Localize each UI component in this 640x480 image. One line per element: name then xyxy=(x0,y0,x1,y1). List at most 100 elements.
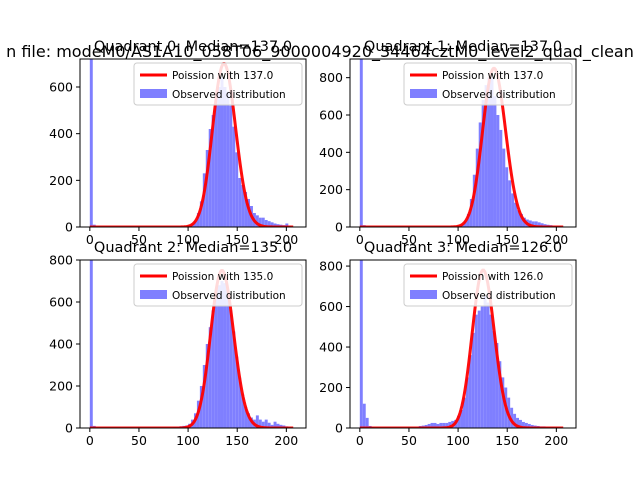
hist-bar xyxy=(508,180,512,227)
hist-bar xyxy=(519,213,523,227)
hist-bar xyxy=(362,403,366,428)
hist-bar xyxy=(267,221,271,227)
hist-bar xyxy=(474,314,478,428)
legend-curve-label: Poission with 137.0 xyxy=(172,70,273,82)
legend-box xyxy=(403,62,573,106)
y-tick-label: 200 xyxy=(319,182,343,197)
hist-bar xyxy=(270,222,274,227)
hist-bar xyxy=(439,422,443,428)
hist-bar xyxy=(486,302,490,428)
y-tick-label: 0 xyxy=(335,220,343,235)
y-tick-label: 400 xyxy=(319,145,343,160)
x-tick-label: 0 xyxy=(356,232,364,247)
legend-box xyxy=(133,263,303,307)
hist-bar xyxy=(534,221,538,227)
x-tick-label: 100 xyxy=(176,433,200,448)
legend-curve-label: Poission with 126.0 xyxy=(442,271,543,283)
hist-bar xyxy=(220,77,224,227)
hist-bar xyxy=(502,148,506,227)
hist-bar xyxy=(211,310,215,428)
y-tick-label: 0 xyxy=(65,421,73,436)
figure-title: n file: modeM0/AS1A10_058T06_9000004920_… xyxy=(6,42,634,61)
hist-bar xyxy=(469,199,473,227)
hist-bar xyxy=(463,397,466,428)
hist-bar xyxy=(202,365,206,428)
hist-bar xyxy=(445,422,449,428)
hist-bar xyxy=(436,423,440,428)
hist-bar xyxy=(255,415,259,428)
legend-hist-label: Observed distribution xyxy=(172,89,286,101)
legend-hist-swatch xyxy=(410,89,437,98)
legend-box xyxy=(133,62,303,106)
hist-bar xyxy=(247,413,250,428)
y-tick-label: 600 xyxy=(49,80,73,95)
hist-bar xyxy=(238,178,242,227)
hist-bar xyxy=(267,422,271,428)
poisson-curve xyxy=(89,269,294,428)
x-tick-label: 150 xyxy=(225,433,249,448)
hist-bar xyxy=(487,77,491,227)
histogram-bars xyxy=(359,59,565,227)
legend: Poission with 137.0 Observed distribution xyxy=(403,62,573,106)
x-tick-label: 200 xyxy=(544,232,568,247)
hist-bar xyxy=(258,217,262,227)
y-tick-label: 800 xyxy=(319,70,343,85)
hist-bar xyxy=(517,210,520,227)
legend-hist-label: Observed distribution xyxy=(172,290,286,302)
y-tick-label: 400 xyxy=(49,126,73,141)
poisson-curve xyxy=(359,66,564,227)
hist-bar xyxy=(501,377,505,428)
hist-bar xyxy=(496,115,500,227)
hist-bar xyxy=(229,105,233,227)
hist-bar xyxy=(208,129,212,227)
hist-bar xyxy=(498,361,502,428)
hist-bar xyxy=(199,386,203,428)
x-tick-label: 200 xyxy=(274,232,298,247)
hist-bar xyxy=(229,310,233,428)
x-tick-label: 0 xyxy=(86,232,94,247)
y-tick-label: 200 xyxy=(319,380,343,395)
hist-bar xyxy=(235,152,239,227)
hist-bar xyxy=(465,377,469,428)
hist-bar xyxy=(490,77,494,227)
hist-bar xyxy=(510,407,514,428)
hist-bar xyxy=(424,424,428,428)
hist-bar xyxy=(244,407,248,428)
hist-bar xyxy=(232,126,236,227)
quadrant-0-plot: 0 50 100 150 200 0 200 400 600 Quadrant 0: Median… xyxy=(49,39,307,247)
hist-bar xyxy=(524,422,528,428)
x-tick-label: 50 xyxy=(131,433,147,448)
hist-bar xyxy=(193,221,197,227)
hist-bar xyxy=(466,213,470,227)
hist-bar xyxy=(540,223,544,227)
hist-bar xyxy=(220,281,224,428)
legend-hist-swatch xyxy=(410,290,437,299)
hist-bar xyxy=(359,260,363,428)
x-tick-label: 100 xyxy=(446,232,470,247)
hist-bar xyxy=(196,213,200,227)
hist-bar xyxy=(463,221,467,227)
y-tick-label: 200 xyxy=(49,173,73,188)
hist-bar xyxy=(472,174,476,227)
hist-bar xyxy=(495,342,499,428)
hist-bar xyxy=(247,199,250,227)
hist-bar xyxy=(211,115,215,227)
hist-bar xyxy=(235,356,239,428)
legend-hist-label: Observed distribution xyxy=(442,290,556,302)
hist-bar xyxy=(205,150,209,227)
subplot-title: Quadrant 3: Median=126.0 xyxy=(364,240,562,256)
hist-bar xyxy=(433,422,437,428)
hist-bar xyxy=(226,91,230,227)
hist-bar xyxy=(528,220,532,227)
subplot-title: Quadrant 0: Median=137.0 xyxy=(94,39,292,55)
y-tick-label: 400 xyxy=(49,337,73,352)
hist-bar xyxy=(427,423,431,428)
hist-bar xyxy=(477,310,481,428)
hist-bar xyxy=(460,409,463,428)
x-tick-label: 200 xyxy=(544,433,568,448)
x-tick-label: 150 xyxy=(225,232,249,247)
hist-bar xyxy=(492,330,496,428)
x-tick-label: 0 xyxy=(86,433,94,448)
legend-box xyxy=(403,263,573,307)
